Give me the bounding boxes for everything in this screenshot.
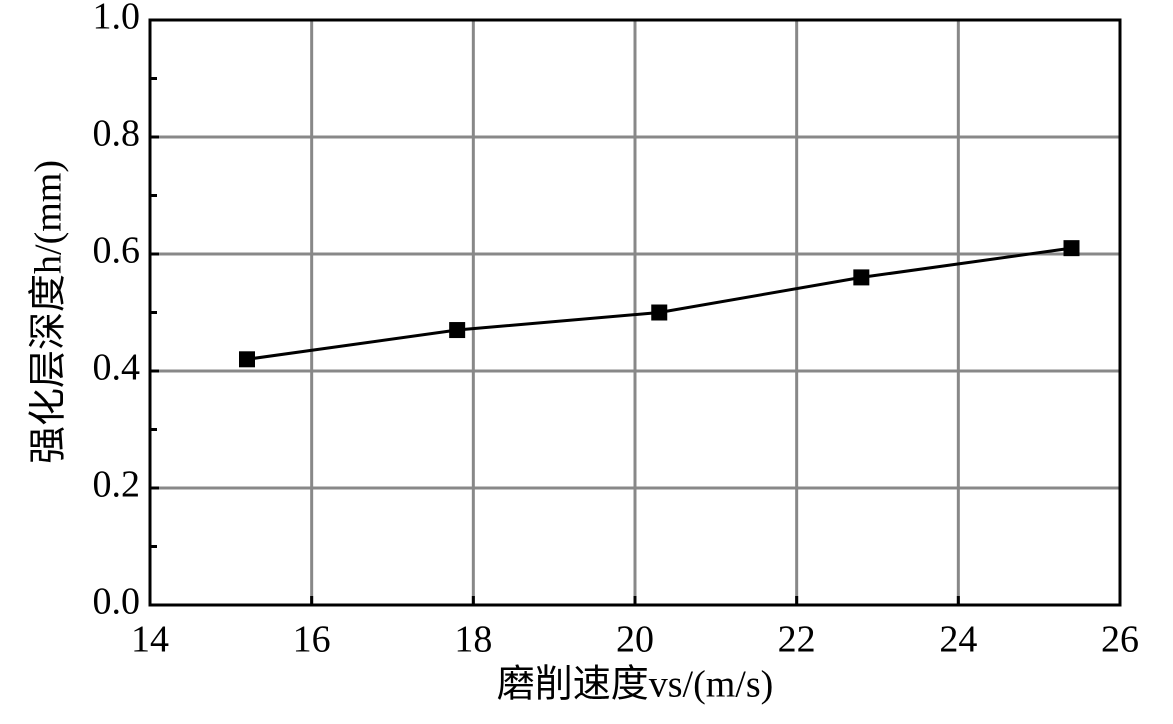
x-tick-label: 26: [1101, 619, 1139, 661]
y-tick-label: 0.2: [93, 464, 141, 506]
y-tick-label: 1.0: [93, 0, 141, 38]
y-tick-label: 0.6: [93, 230, 141, 272]
x-tick-label: 20: [616, 619, 654, 661]
x-tick-label: 24: [939, 619, 977, 661]
series-line: [246, 246, 1072, 361]
y-axis-label: 强化层深度h/(mm): [28, 160, 70, 464]
x-tick-label: 16: [293, 619, 331, 661]
data-point: [449, 322, 466, 339]
x-axis-label: 磨削速度vs/(m/s): [497, 664, 774, 706]
x-tick-label: 18: [454, 619, 492, 661]
data-point: [239, 351, 255, 368]
y-tick-label: 0.0: [93, 581, 141, 623]
data-point: [651, 304, 668, 321]
y-tick-label: 0.4: [93, 347, 141, 389]
data-point: [1063, 240, 1080, 257]
x-tick-label: 22: [778, 619, 816, 661]
y-tick-label: 0.8: [93, 113, 141, 155]
data-point: [853, 269, 870, 286]
plot-frame: [148, 18, 1122, 607]
x-tick-label: 14: [131, 619, 169, 661]
